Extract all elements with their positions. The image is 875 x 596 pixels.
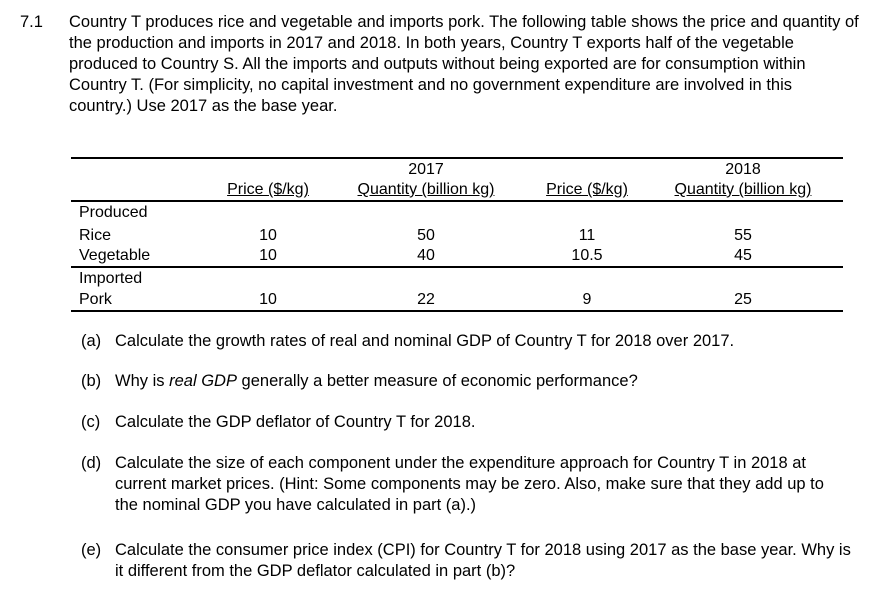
year-header-2017: 2017 [408, 161, 444, 178]
vegetable-price-2017: 10 [259, 247, 277, 264]
pork-quantity-2018: 25 [734, 291, 752, 308]
col-header-price-2017: Price ($/kg) [227, 181, 309, 198]
rice-price-2018: 11 [578, 227, 596, 244]
table-section-rule [71, 266, 843, 268]
part-c: (c) Calculate the GDP deflator of Countr… [81, 412, 851, 433]
part-e: (e) Calculate the consumer price index (… [81, 540, 851, 582]
vegetable-quantity-2017: 40 [417, 247, 435, 264]
part-a: (a) Calculate the growth rates of real a… [81, 331, 851, 352]
question-intro: Country T produces rice and vegetable an… [69, 13, 859, 115]
rice-quantity-2017: 50 [417, 227, 435, 244]
part-c-text: Calculate the GDP deflator of Country T … [115, 413, 476, 431]
pork-price-2018: 9 [582, 291, 592, 308]
vegetable-price-2018: 10.5 [571, 247, 603, 264]
col-header-quantity-2018: Quantity (billion kg) [674, 181, 812, 198]
rice-price-2017: 10 [259, 227, 277, 244]
part-a-text: Calculate the growth rates of real and n… [115, 332, 735, 350]
part-e-label: (e) [81, 541, 102, 559]
table-bottom-rule [71, 310, 843, 312]
part-b-text-after: generally a better measure of economic p… [236, 372, 638, 390]
question-number: 7.1 [20, 13, 43, 31]
pork-price-2017: 10 [259, 291, 277, 308]
part-d-text: Calculate the size of each component und… [115, 454, 824, 514]
section-heading-produced: Produced [79, 204, 148, 221]
part-b-label: (b) [81, 372, 102, 390]
year-header-2018: 2018 [725, 161, 761, 178]
part-a-label: (a) [81, 332, 102, 350]
row-label-pork: Pork [79, 291, 112, 308]
part-e-text: Calculate the consumer price index (CPI)… [115, 541, 851, 580]
table-header-rule [71, 200, 843, 202]
section-heading-imported: Imported [79, 270, 143, 287]
part-b: (b) Why is real GDP generally a better m… [81, 371, 851, 392]
part-b-text-italic: real GDP [169, 372, 237, 390]
part-d: (d) Calculate the size of each component… [81, 453, 851, 516]
part-b-text: Why is real GDP generally a better measu… [115, 371, 851, 392]
table-top-rule [71, 157, 843, 159]
part-c-label: (c) [81, 413, 101, 431]
col-header-price-2018: Price ($/kg) [546, 181, 628, 198]
row-label-rice: Rice [79, 227, 112, 244]
vegetable-quantity-2018: 45 [734, 247, 752, 264]
pork-quantity-2017: 22 [417, 291, 435, 308]
rice-quantity-2018: 55 [734, 227, 752, 244]
part-d-label: (d) [81, 454, 102, 472]
col-header-quantity-2017: Quantity (billion kg) [357, 181, 495, 198]
part-b-text-before: Why is [115, 372, 170, 390]
row-label-vegetable: Vegetable [79, 247, 151, 264]
